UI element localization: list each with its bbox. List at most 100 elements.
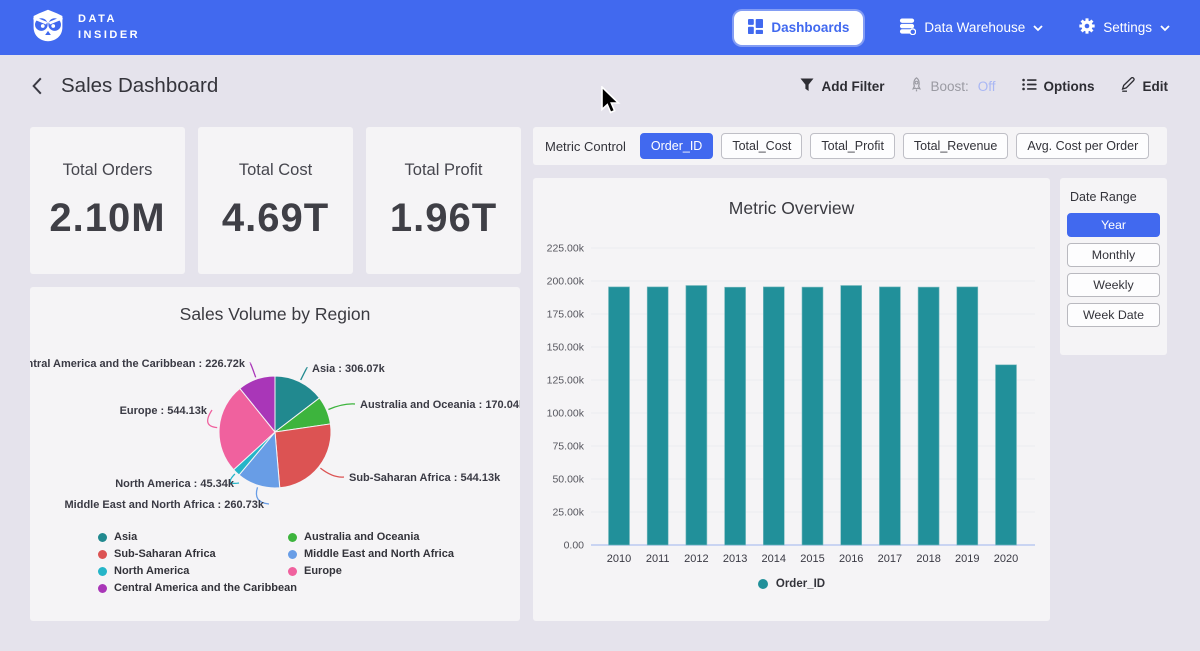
- edit-button[interactable]: Edit: [1121, 77, 1169, 95]
- legend-dot-icon: [288, 567, 297, 576]
- pie-leader-line: [320, 468, 344, 477]
- nav-data-warehouse-label: Data Warehouse: [924, 20, 1025, 35]
- nav-data-warehouse-button[interactable]: Data Warehouse: [899, 18, 1043, 38]
- x-tick-label: 2013: [723, 553, 747, 565]
- brand[interactable]: DATA INSIDER: [30, 9, 140, 47]
- owl-logo-icon: [30, 9, 66, 47]
- y-tick-label: 0.00: [564, 540, 585, 552]
- legend-label: Sub-Saharan Africa: [114, 548, 216, 560]
- date-range-weekly-button[interactable]: Weekly: [1067, 273, 1160, 297]
- kpi-value: 4.69T: [222, 196, 329, 241]
- nav-dashboards-button[interactable]: Dashboards: [734, 11, 863, 45]
- top-navbar: DATA INSIDER Dashboards: [0, 0, 1200, 55]
- y-tick-label: 50.00k: [552, 474, 584, 486]
- legend-dot-icon: [98, 550, 107, 559]
- pie-label-europe: Europe : 544.13k: [120, 405, 208, 417]
- pie-label-middle-east-and-north-africa: Middle East and North Africa : 260.73k: [65, 499, 265, 511]
- add-filter-button[interactable]: Add Filter: [800, 78, 884, 95]
- pie-legend-item-middle-east-and-north-africa[interactable]: Middle East and North Africa: [288, 548, 454, 560]
- legend-label: Central America and the Caribbean: [114, 582, 297, 594]
- y-tick-label: 75.00k: [552, 441, 584, 453]
- date-range-label: Date Range: [1067, 190, 1160, 204]
- pie-legend-item-asia[interactable]: Asia: [98, 531, 297, 543]
- pie-legend-item-europe[interactable]: Europe: [288, 565, 454, 577]
- legend-label: Europe: [304, 565, 342, 577]
- boost-toggle[interactable]: Boost: Off: [910, 77, 995, 95]
- x-tick-label: 2015: [800, 553, 824, 565]
- legend-dot-icon: [758, 579, 768, 589]
- date-range-week-date-button[interactable]: Week Date: [1067, 303, 1160, 327]
- legend-dot-icon: [288, 533, 297, 542]
- pie-label-australia-and-oceania: Australia and Oceania : 170.04k: [360, 399, 520, 411]
- pie-label-central-america-and-the-caribbean: Central America and the Caribbean : 226.…: [30, 358, 246, 370]
- bar-2019[interactable]: [957, 287, 978, 545]
- pie-leader-line: [328, 404, 355, 410]
- metric-control-bar: Metric Control Order_ID Total_Cost Total_P…: [533, 127, 1167, 165]
- pie-leader-line: [301, 368, 307, 380]
- bar-2016[interactable]: [841, 286, 862, 546]
- kpi-label: Total Cost: [239, 161, 312, 180]
- page-title: Sales Dashboard: [61, 74, 218, 98]
- date-range-year-button[interactable]: Year: [1067, 213, 1160, 237]
- nav-settings-button[interactable]: Settings: [1079, 18, 1170, 37]
- metric-control-label: Metric Control: [545, 139, 626, 154]
- metric-chip-total-cost[interactable]: Total_Cost: [721, 133, 802, 159]
- pie-legend-item-australia-and-oceania[interactable]: Australia and Oceania: [288, 531, 454, 543]
- bar-2020[interactable]: [996, 365, 1017, 545]
- bar-chart[interactable]: 225.00k200.00k175.00k150.00k125.00k100.0…: [533, 228, 1050, 573]
- bar-2010[interactable]: [609, 287, 630, 545]
- metric-chip-order-id[interactable]: Order_ID: [640, 133, 713, 159]
- nav-settings-label: Settings: [1103, 20, 1152, 35]
- options-list-icon: [1022, 78, 1037, 94]
- pie-label-asia: Asia : 306.07k: [312, 363, 386, 375]
- x-tick-label: 2014: [762, 553, 786, 565]
- date-range-monthly-button[interactable]: Monthly: [1067, 243, 1160, 267]
- gear-icon: [1079, 18, 1095, 37]
- pie-legend-item-north-america[interactable]: North America: [98, 565, 297, 577]
- pie-legend-item-sub-saharan-africa[interactable]: Sub-Saharan Africa: [98, 548, 297, 560]
- pie-label-north-america: North America : 45.34k: [115, 478, 235, 490]
- kpi-card-total-profit: Total Profit 1.96T: [366, 127, 521, 274]
- pie-slice-sub-saharan-africa[interactable]: [275, 424, 331, 488]
- kpi-label: Total Profit: [405, 161, 483, 180]
- legend-label: Order_ID: [776, 578, 825, 590]
- boost-state: Off: [978, 79, 996, 94]
- x-tick-label: 2010: [607, 553, 631, 565]
- bar-2012[interactable]: [686, 286, 707, 546]
- date-range-button-group: Year Monthly Weekly Week Date: [1067, 213, 1160, 327]
- pie-legend-column-2: Australia and Oceania Middle East and Nor…: [288, 531, 454, 577]
- legend-dot-icon: [98, 567, 107, 576]
- metric-chip-total-profit[interactable]: Total_Profit: [810, 133, 895, 159]
- legend-label: Australia and Oceania: [304, 531, 420, 543]
- kpi-card-total-cost: Total Cost 4.69T: [198, 127, 353, 274]
- x-tick-label: 2018: [916, 553, 940, 565]
- kpi-value: 1.96T: [390, 196, 497, 241]
- y-tick-label: 200.00k: [547, 276, 585, 288]
- bar-2017[interactable]: [879, 287, 900, 545]
- y-tick-label: 100.00k: [547, 408, 585, 420]
- bar-2014[interactable]: [763, 287, 784, 545]
- y-tick-label: 25.00k: [552, 507, 584, 519]
- x-tick-label: 2017: [878, 553, 902, 565]
- back-button[interactable]: [32, 77, 43, 95]
- legend-label: Asia: [114, 531, 137, 543]
- bar-chart-card: Metric Overview 225.00k200.00k175.00k150…: [533, 178, 1050, 621]
- pie-leader-line: [208, 410, 218, 428]
- y-tick-label: 225.00k: [547, 243, 585, 255]
- bar-2011[interactable]: [647, 287, 668, 545]
- bar-2013[interactable]: [725, 287, 746, 545]
- metric-chip-group: Order_ID Total_Cost Total_Profit Total_Reve…: [640, 133, 1149, 159]
- pie-chart-card: Sales Volume by Region Asia : 306.07kAus…: [30, 287, 520, 621]
- pie-legend-item-central-america-and-the-caribbean[interactable]: Central America and the Caribbean: [98, 582, 297, 594]
- pie-leader-line: [250, 363, 256, 377]
- legend-dot-icon: [98, 584, 107, 593]
- dashboard-grid-icon: [748, 19, 763, 37]
- metric-chip-total-revenue[interactable]: Total_Revenue: [903, 133, 1008, 159]
- metric-chip-avg-cost-per-order[interactable]: Avg. Cost per Order: [1016, 133, 1149, 159]
- options-button[interactable]: Options: [1022, 78, 1095, 94]
- legend-dot-icon: [288, 550, 297, 559]
- bar-2018[interactable]: [918, 287, 939, 545]
- bar-2015[interactable]: [802, 287, 823, 545]
- pencil-icon: [1121, 77, 1136, 95]
- chevron-down-icon: [1033, 20, 1043, 35]
